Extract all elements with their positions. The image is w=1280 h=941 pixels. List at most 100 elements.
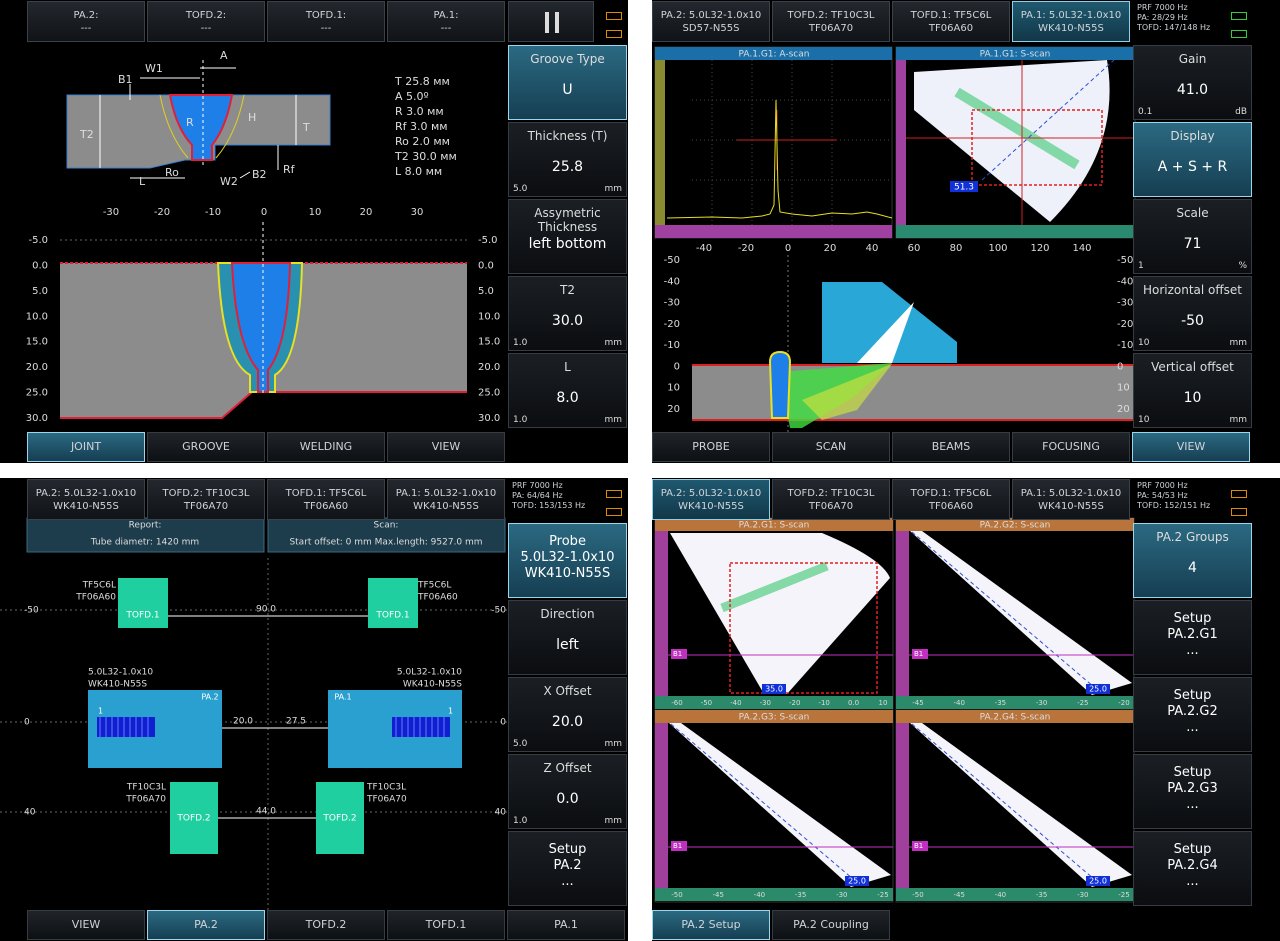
ruler-label: -35 bbox=[795, 891, 806, 899]
depth-ruler bbox=[655, 723, 668, 888]
bottom-tab[interactable]: TOFD.1 bbox=[387, 910, 505, 940]
menu-label: L bbox=[564, 360, 571, 374]
probe-sub: WK410-N55S bbox=[1038, 500, 1104, 512]
menu-item[interactable]: Setup PA.2.G2... bbox=[1133, 677, 1252, 752]
probe-name: PA.1 bbox=[334, 693, 351, 702]
ruler-label: -40 bbox=[730, 699, 741, 707]
cursor-box bbox=[1086, 684, 1110, 694]
bottom-tab[interactable]: PA.2 bbox=[147, 910, 265, 940]
menu-item[interactable]: Vertical offset 10 10 mm bbox=[1133, 353, 1252, 428]
ruler-label: -50 bbox=[1117, 255, 1133, 266]
menu-item[interactable]: Thickness (T) 25.8 5.0 mm bbox=[508, 122, 627, 197]
probe-tab[interactable]: PA.1: --- bbox=[387, 1, 505, 42]
probe-sub: TF06A70 bbox=[183, 500, 229, 512]
menu-min: 5.0 bbox=[513, 739, 528, 749]
battery-icon bbox=[606, 30, 622, 38]
probe-tab[interactable]: PA.2: 5.0L32-1.0x10 WK410-N55S bbox=[652, 479, 770, 520]
status-line: TOFD: 152/151 Hz bbox=[1137, 501, 1211, 510]
bottom-tab[interactable]: VIEW bbox=[1132, 432, 1250, 462]
probe-tab[interactable]: PA.1: 5.0L32-1.0x10 WK410-N55S bbox=[387, 479, 505, 520]
menu-item[interactable]: Assymetric Thickness left bottom bbox=[508, 199, 627, 274]
joint-param: L 8.0 мм bbox=[395, 165, 442, 178]
menu-label: Assymetric Thickness bbox=[534, 206, 601, 234]
marker-box bbox=[912, 841, 928, 851]
menu-item[interactable]: Horizontal offset -50 10 mm bbox=[1133, 276, 1252, 351]
probe-tab[interactable]: TOFD.2: TF10C3L TF06A70 bbox=[772, 479, 890, 520]
bottom-tab[interactable]: PA.2 Setup bbox=[652, 910, 770, 940]
probe-tab[interactable]: PA.2: --- bbox=[27, 1, 145, 42]
bottom-tab[interactable]: SCAN bbox=[772, 432, 890, 462]
pause-button[interactable] bbox=[508, 1, 594, 42]
bottom-tab[interactable]: PA.2 Coupling bbox=[772, 910, 890, 940]
joint-param: Ro 2.0 мм bbox=[395, 135, 450, 148]
menu-line: Setup bbox=[1173, 611, 1212, 626]
axis-label: 0 bbox=[24, 718, 30, 728]
probe-title: TOFD.2: TF10C3L bbox=[162, 487, 250, 499]
menu-line: Setup bbox=[548, 842, 587, 857]
menu-item[interactable]: Display A + S + R bbox=[1133, 122, 1252, 197]
probe-tab[interactable]: TOFD.1: TF5C6L TF06A60 bbox=[892, 1, 1010, 42]
probe-tab[interactable]: PA.1: 5.0L32-1.0x10 WK410-N55S bbox=[1012, 479, 1130, 520]
menu-item[interactable]: Z Offset 0.0 1.0 mm bbox=[508, 754, 627, 829]
bottom-tab[interactable]: VIEW bbox=[387, 432, 505, 462]
probe-label: 5.0L32-1.0x10 bbox=[397, 668, 462, 678]
bottom-tab[interactable]: JOINT bbox=[27, 432, 145, 462]
menu-item[interactable]: Probe 5.0L32-1.0x10 WK410-N55S bbox=[508, 523, 627, 598]
probe-tab[interactable]: PA.1: 5.0L32-1.0x10 WK410-N55S bbox=[1012, 1, 1130, 42]
menu-line: ... bbox=[1186, 643, 1199, 658]
ascan-view bbox=[654, 46, 893, 239]
menu-item[interactable]: L 8.0 1.0 mm bbox=[508, 353, 627, 428]
probe-tab[interactable]: TOFD.1: TF5C6L TF06A60 bbox=[267, 479, 385, 520]
probe-label: TF10C3L bbox=[366, 783, 406, 793]
menu-line: PA.2.G4 bbox=[1167, 858, 1218, 873]
bottom-tab[interactable]: VIEW bbox=[27, 910, 145, 940]
probe-tab[interactable]: TOFD.2: TF10C3L TF06A70 bbox=[147, 479, 265, 520]
beam-line bbox=[670, 723, 861, 886]
menu-item[interactable]: Setup PA.2.G1... bbox=[1133, 600, 1252, 675]
bottom-tab[interactable]: WELDING bbox=[267, 432, 385, 462]
menu-item[interactable]: Scale 71 1% bbox=[1133, 199, 1252, 274]
menu-item[interactable]: Gain 41.0 0.1 dB bbox=[1133, 45, 1252, 120]
menu-item[interactable]: Setup PA.2... bbox=[508, 831, 627, 906]
ruler-label: 20 bbox=[667, 404, 680, 415]
probe-title: PA.2: 5.0L32-1.0x10 bbox=[660, 9, 762, 21]
menu-item[interactable]: Groove Type U bbox=[508, 45, 627, 120]
menu-item[interactable]: Direction left bbox=[508, 600, 627, 675]
cursor-value: 25.0 bbox=[1089, 877, 1107, 886]
bottom-tab[interactable]: PA.1 bbox=[507, 910, 625, 940]
probe-tab[interactable]: TOFD.2: --- bbox=[147, 1, 265, 42]
depth-ruler bbox=[655, 531, 668, 696]
ruler-label: -10 bbox=[664, 340, 680, 351]
ruler-label: 0.0 bbox=[32, 260, 48, 271]
probe-sub: WK410-N55S bbox=[1038, 22, 1104, 34]
probe-tab[interactable]: TOFD.2: TF10C3L TF06A70 bbox=[772, 1, 890, 42]
probe-tab[interactable]: TOFD.1: --- bbox=[267, 1, 385, 42]
menu-item[interactable]: Setup PA.2.G3... bbox=[1133, 754, 1252, 829]
menu-value: 10 bbox=[1183, 390, 1202, 406]
ruler-label: 0 bbox=[1117, 361, 1123, 372]
probe-tab[interactable]: PA.2: 5.0L32-1.0x10 WK410-N55S bbox=[27, 479, 145, 520]
status-line: PA: 28/29 Hz bbox=[1137, 13, 1188, 22]
joint-param: R 3.0 мм bbox=[395, 105, 444, 118]
bottom-tab[interactable]: TOFD.2 bbox=[267, 910, 385, 940]
menu-min: 5.0 bbox=[513, 184, 528, 194]
bottom-tab[interactable]: PROBE bbox=[652, 432, 770, 462]
ruler-label: -40 bbox=[664, 276, 680, 287]
menu-label: Direction bbox=[540, 607, 595, 621]
element-number: 1 bbox=[98, 707, 103, 716]
menu-item[interactable]: PA.2 Groups 4 bbox=[1133, 523, 1252, 598]
ruler-label: 20.0 bbox=[26, 362, 48, 373]
probe-tab[interactable]: PA.2: 5.0L32-1.0x10 SD57-N55S bbox=[652, 1, 770, 42]
status-line: PA: 64/64 Hz bbox=[512, 491, 563, 500]
menu-item[interactable]: Setup PA.2.G4... bbox=[1133, 831, 1252, 906]
ruler-label: -30 bbox=[1077, 891, 1088, 899]
battery-icon bbox=[606, 508, 622, 516]
menu-item[interactable]: T2 30.0 1.0 mm bbox=[508, 276, 627, 351]
bottom-tab[interactable]: BEAMS bbox=[892, 432, 1010, 462]
menu-item[interactable]: X Offset 20.0 5.0 mm bbox=[508, 677, 627, 752]
probe-tab[interactable]: TOFD.1: TF5C6L TF06A60 bbox=[892, 479, 1010, 520]
bottom-tab[interactable]: FOCUSING bbox=[1012, 432, 1130, 462]
axis-label: 40 bbox=[495, 808, 507, 818]
probe-sub: --- bbox=[200, 22, 212, 34]
bottom-tab[interactable]: GROOVE bbox=[147, 432, 265, 462]
